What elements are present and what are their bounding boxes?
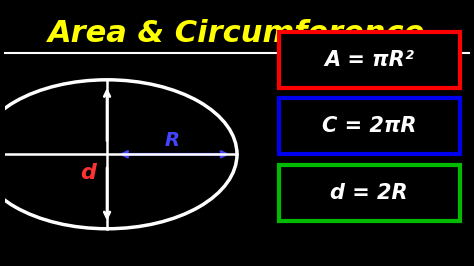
Text: d = 2R: d = 2R [330, 183, 408, 203]
FancyBboxPatch shape [279, 165, 460, 221]
FancyBboxPatch shape [279, 32, 460, 88]
FancyBboxPatch shape [279, 98, 460, 154]
Text: Area & Circumference: Area & Circumference [48, 19, 426, 48]
Text: C = 2πR: C = 2πR [322, 116, 417, 136]
Text: R: R [164, 131, 180, 151]
Text: A = πR²: A = πR² [324, 50, 414, 70]
Text: d: d [81, 163, 96, 183]
